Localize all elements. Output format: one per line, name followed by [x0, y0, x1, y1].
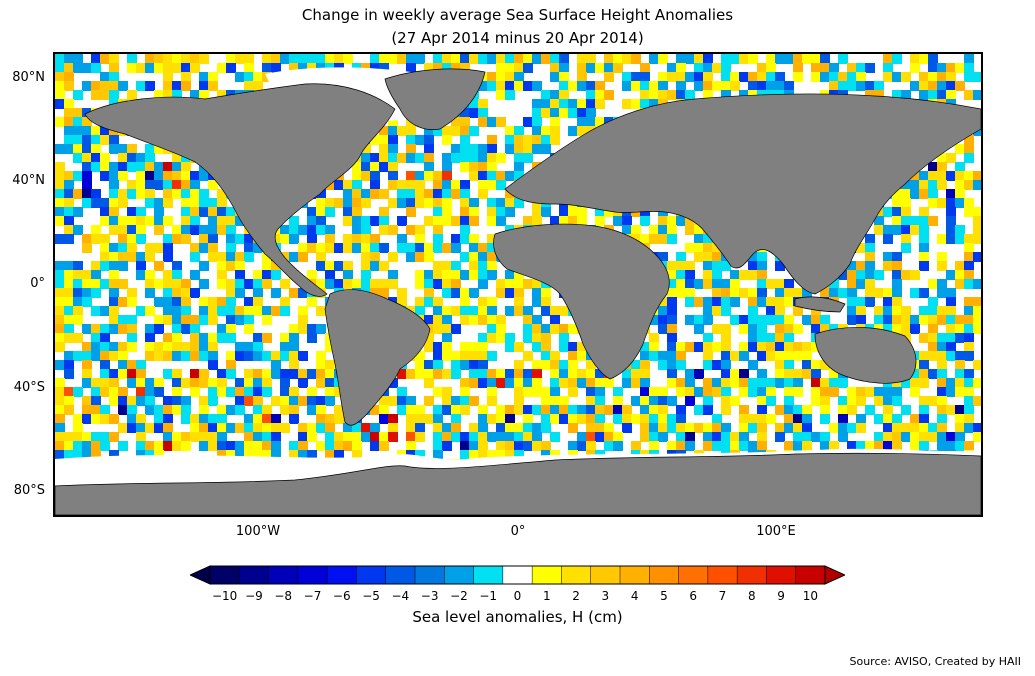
lon-label-100w: 100°W [235, 524, 281, 539]
lat-label-80s: 80°S [13, 483, 45, 498]
landmasses [55, 68, 981, 515]
colorbar-cell [561, 565, 592, 585]
land-eurasia [504, 93, 981, 295]
map-canvas [55, 54, 981, 515]
colorbar-cell [414, 565, 446, 585]
colorbar-tick-label: 4 [630, 589, 639, 603]
colorbar-tick-label: 5 [660, 589, 668, 603]
colorbar-tick-label: 6 [689, 589, 698, 603]
land-africa [493, 223, 670, 380]
colorbar-cell [795, 565, 826, 585]
colorbar-cell [356, 565, 387, 585]
colorbar-cell [707, 565, 738, 585]
lon-label-0: 0° [510, 524, 526, 539]
land-indonesia [794, 296, 846, 313]
land-south-america [324, 289, 431, 426]
lat-label-40n: 40°N [12, 173, 45, 188]
sea-surface-height-map [53, 52, 983, 517]
colorbar-cell [678, 565, 709, 585]
colorbar-tick-label: −10 [211, 589, 238, 603]
colorbar-cell [736, 565, 768, 585]
colorbar-tick-label: 9 [777, 589, 785, 603]
lat-label-80n: 80°N [12, 70, 45, 85]
colorbar-outline [209, 565, 826, 585]
colorbar-cell [444, 565, 475, 585]
colorbar-cell [297, 565, 328, 585]
colorbar-tick-label: −8 [274, 589, 293, 603]
colorbar-tick-label: −9 [245, 589, 263, 603]
colorbar-cell [239, 565, 270, 585]
colorbar-tick-label: −5 [362, 589, 380, 603]
land-greenland [384, 68, 486, 130]
lat-label-equator: 0° [30, 276, 45, 291]
source-credit: Source: AVISO, Created by HAII [849, 655, 1021, 668]
map-subtitle: (27 Apr 2014 minus 20 Apr 2014) [391, 29, 644, 47]
colorbar-label: Sea level anomalies, H (cm) [412, 608, 623, 626]
colorbar-cell [326, 565, 358, 585]
colorbar-tick-label: 10 [802, 589, 818, 603]
colorbar-tick-label: 8 [747, 589, 756, 603]
colorbar-tick-label: 0 [513, 589, 522, 603]
colorbar-cell [619, 565, 651, 585]
map-title: Change in weekly average Sea Surface Hei… [301, 6, 734, 24]
colorbar [190, 565, 845, 585]
colorbar-cell [502, 565, 533, 585]
colorbar-over-arrow [824, 565, 845, 585]
colorbar-cell [268, 565, 299, 585]
land-australia [814, 327, 917, 384]
colorbar-cell [649, 565, 680, 585]
land-north-america [84, 83, 396, 297]
colorbar-under-arrow [190, 565, 211, 585]
colorbar-tick-label: −6 [332, 589, 351, 603]
colorbar-tick-label: 3 [601, 589, 610, 603]
colorbar-cell [209, 565, 241, 585]
colorbar-tick-label: −7 [303, 589, 322, 603]
colorbar-cell [473, 565, 504, 585]
colorbar-tick-label: −4 [391, 589, 410, 603]
colorbar-cell [590, 565, 621, 585]
colorbar-cell [385, 565, 416, 585]
colorbar-tick-label: −1 [479, 589, 498, 603]
colorbar-cell [531, 565, 563, 585]
colorbar-tick-label: −3 [420, 589, 439, 603]
colorbar-tick-label: 1 [542, 589, 551, 603]
land-antarctica [55, 452, 981, 515]
colorbar-cell [766, 565, 797, 585]
colorbar-tick-label: −2 [450, 589, 468, 603]
lat-label-40s: 40°S [13, 380, 45, 395]
lon-label-100e: 100°E [756, 524, 796, 539]
colorbar-tick-label: 2 [572, 589, 580, 603]
colorbar-tick-label: 7 [718, 589, 727, 603]
